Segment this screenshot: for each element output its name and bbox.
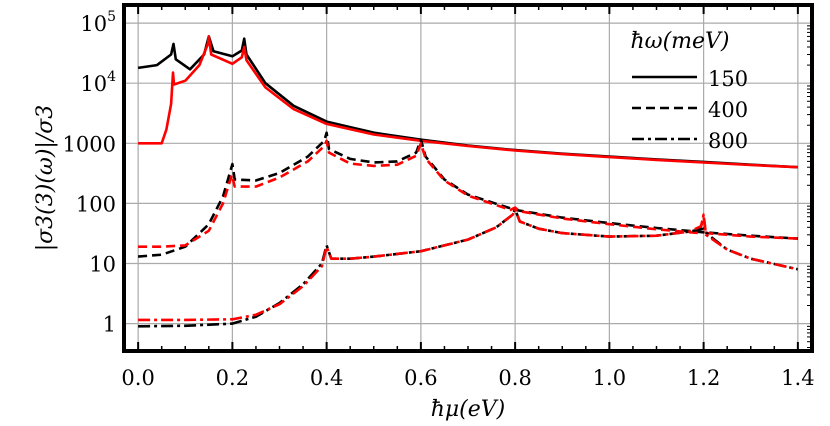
x-tick-label: 1.4 bbox=[781, 366, 814, 390]
legend: ħω(meV) 150 400 800 bbox=[630, 29, 748, 153]
x-tick-label: 1.0 bbox=[593, 366, 626, 390]
x-tick-label: 0.2 bbox=[216, 366, 249, 390]
series-line-400-red bbox=[138, 139, 798, 248]
y-tick-label: 104 bbox=[80, 69, 116, 96]
x-tick-label: 1.2 bbox=[687, 366, 720, 390]
legend-label: 400 bbox=[708, 98, 748, 122]
x-tick-label: 0.8 bbox=[498, 366, 531, 390]
x-tick-label: 0.4 bbox=[310, 366, 343, 390]
legend-title: ħω(meV) bbox=[630, 29, 729, 54]
y-tick-label: 1000 bbox=[63, 132, 116, 156]
x-tick-label: 0.6 bbox=[404, 366, 437, 390]
legend-label: 150 bbox=[708, 67, 748, 91]
x-axis-label: ħμ(eV) bbox=[431, 397, 506, 422]
series-lines bbox=[137, 35, 799, 328]
y-tick-label: 100 bbox=[76, 192, 116, 216]
y-tick-label: 1 bbox=[103, 313, 116, 337]
ticks: 0.0 0.2 0.4 0.6 0.8 1.0 1.2 1.4 1 10 100 1000 104 105 bbox=[63, 4, 815, 390]
legend-label: 800 bbox=[708, 129, 748, 153]
y-tick-label: 10 bbox=[89, 252, 116, 276]
series-line-400-black bbox=[137, 131, 798, 258]
series-line-800-red bbox=[138, 207, 799, 322]
x-tick-label: 0.0 bbox=[121, 366, 154, 390]
series-line-150-black bbox=[137, 35, 798, 169]
y-tick-label: 105 bbox=[80, 9, 116, 36]
y-axis-label: |σ3(3)(ω)|/σ3 bbox=[33, 105, 58, 252]
series-line-150-red bbox=[138, 35, 798, 169]
grid bbox=[124, 5, 812, 351]
